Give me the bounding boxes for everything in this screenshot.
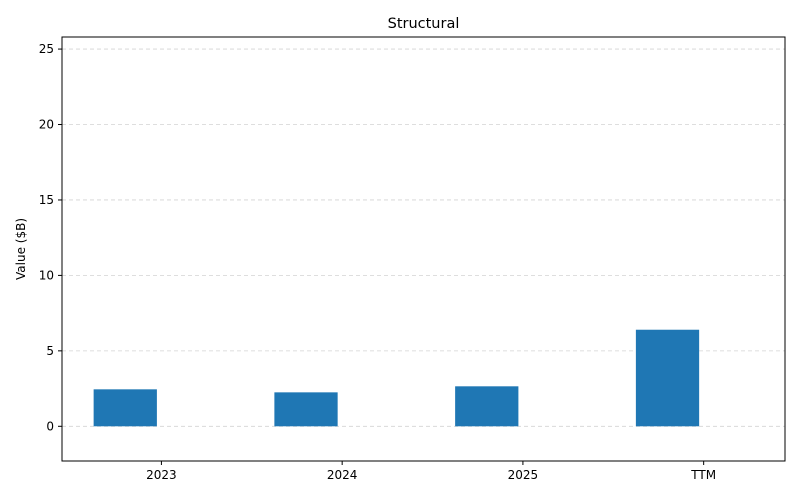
- y-tick-label-5: 5: [46, 344, 54, 358]
- bars: [93, 329, 700, 427]
- chart-title: Structural: [388, 16, 460, 32]
- y-axis-label: Value ($B): [14, 218, 28, 280]
- x-tick-label-ttm: TTM: [690, 468, 716, 482]
- plot-frame: [61, 36, 786, 462]
- bar-2023: [93, 389, 157, 427]
- y-axis-ticks: 0 5 10 15 20 25: [39, 42, 62, 433]
- bar-2025: [455, 386, 519, 427]
- x-tick-label-2023: 2023: [146, 468, 177, 482]
- y-tick-label-25: 25: [39, 42, 54, 56]
- y-tick-label-0: 0: [46, 419, 54, 433]
- bar-ttm: [635, 329, 700, 427]
- x-axis-ticks: 2023 2024 2025 TTM: [146, 461, 716, 482]
- y-tick-label-10: 10: [39, 268, 54, 282]
- x-tick-label-2024: 2024: [327, 468, 358, 482]
- y-tick-label-15: 15: [39, 193, 54, 207]
- x-tick-label-2025: 2025: [508, 468, 539, 482]
- y-tick-label-20: 20: [39, 118, 54, 132]
- bar-2024: [274, 392, 338, 427]
